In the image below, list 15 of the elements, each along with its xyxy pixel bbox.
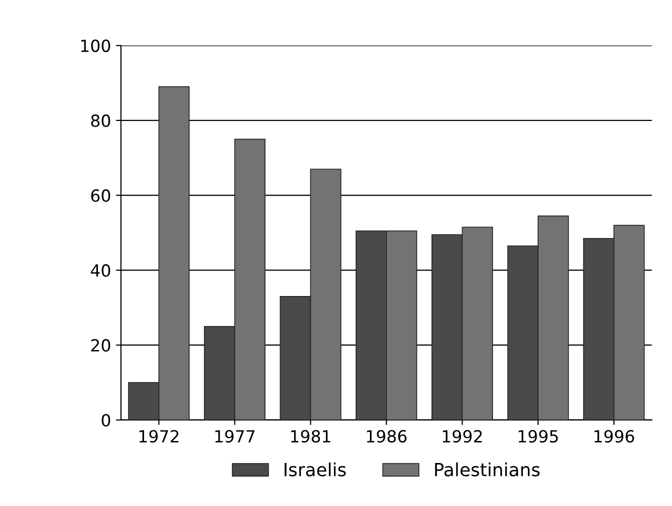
x-tick-label: 1977 [215, 430, 255, 443]
legend-label: Palestinians [435, 462, 540, 476]
y-tick-label: 100 [81, 40, 110, 52]
y-tick-label: 20 [91, 339, 110, 352]
x-tick-label: 1981 [291, 430, 330, 443]
y-tick-label: 0 [102, 414, 110, 427]
y-tick-label: 40 [90, 264, 110, 277]
x-tick-label: 1992 [442, 430, 482, 443]
x-tick-label: 1995 [518, 430, 558, 443]
y-tick-label: 80 [91, 114, 110, 127]
legend-label: Israelis [284, 462, 346, 476]
y-tick-label: 60 [91, 189, 110, 202]
x-tick-label: 1996 [594, 430, 634, 443]
x-tick-label: 1986 [367, 430, 407, 443]
x-tick-label: 1972 [140, 430, 178, 443]
